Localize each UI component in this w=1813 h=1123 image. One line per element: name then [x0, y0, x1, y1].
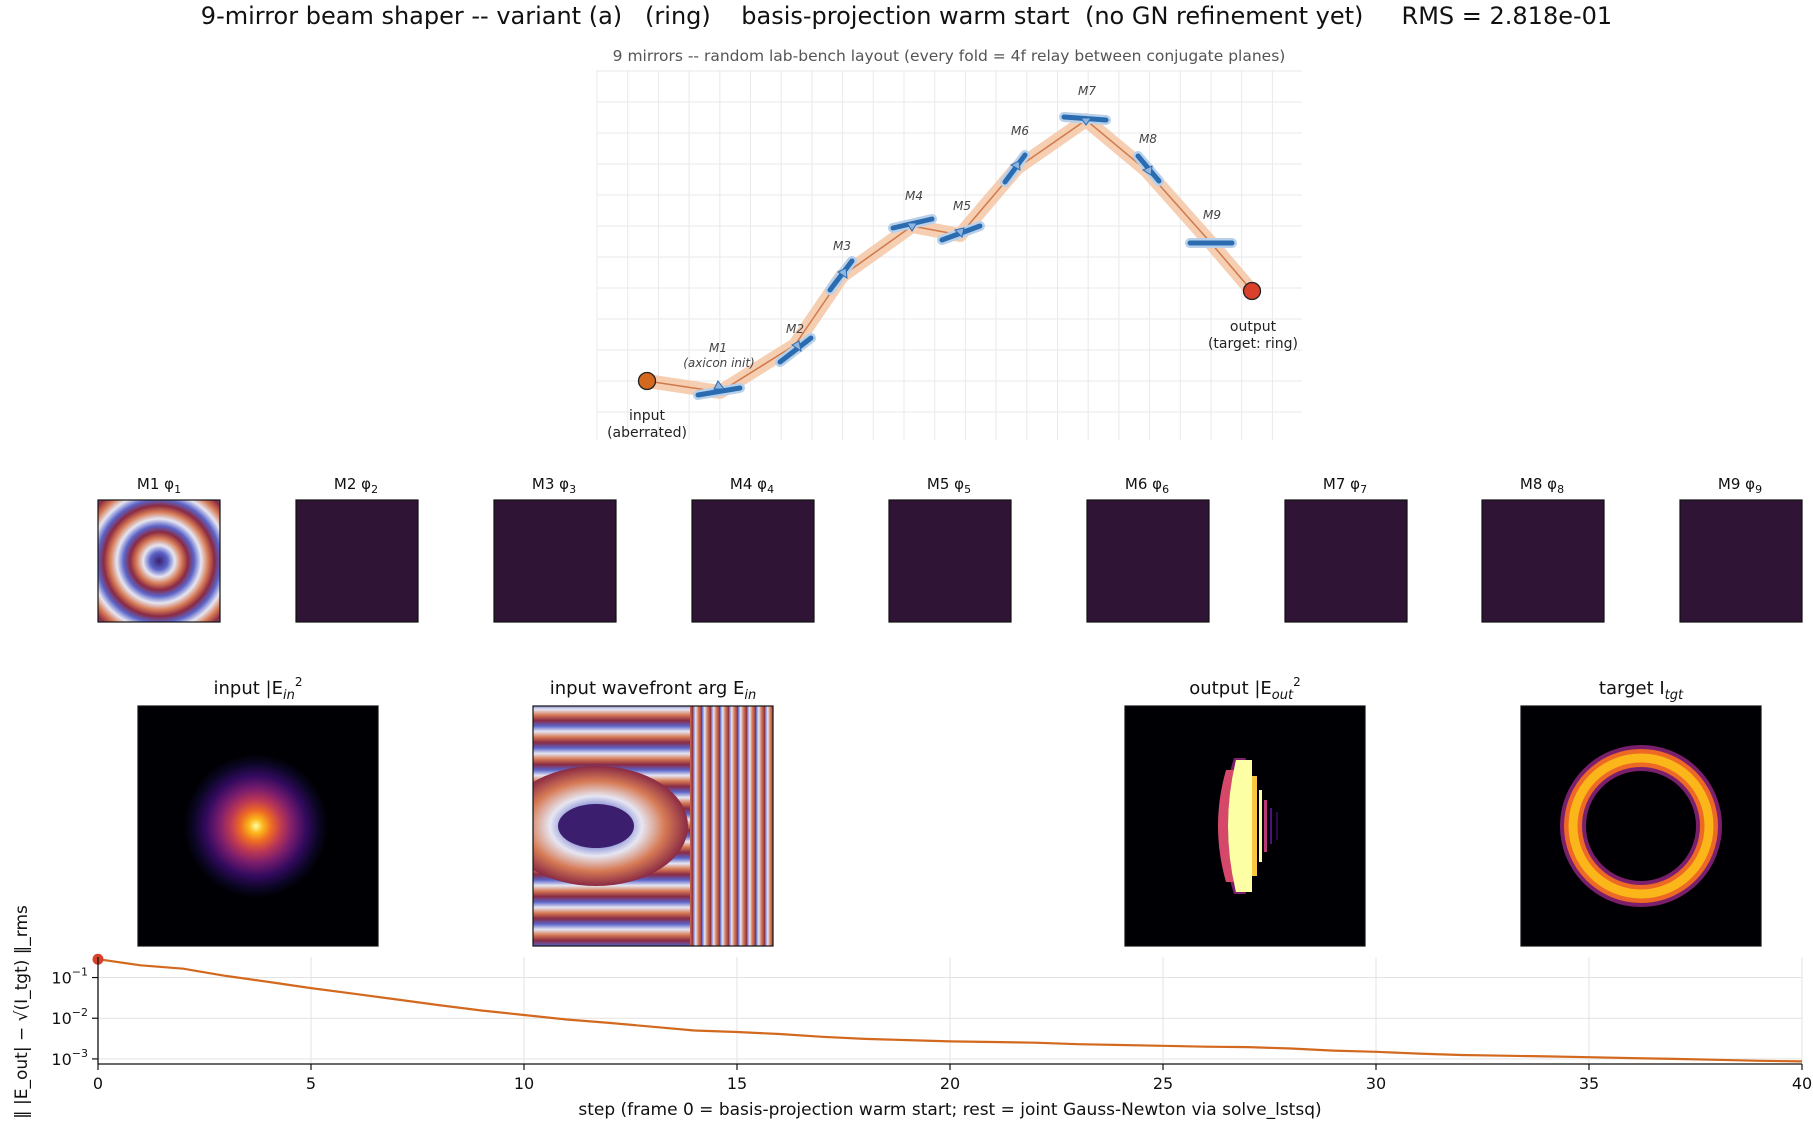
phase-map-m6: [1086, 499, 1210, 623]
mirror-m7: [1059, 112, 1111, 126]
y-ticks: 10−1 10−2 10−3: [51, 966, 98, 1069]
input-intensity-title: input |Ein2: [214, 675, 303, 703]
phase-title-m5: M5 φ5: [927, 475, 971, 496]
phase-title-m2: M2 φ2: [334, 475, 378, 496]
input-intensity-spot: [184, 754, 328, 898]
output-label-note: (target: ring): [1208, 336, 1298, 352]
mirror-label-m8: M8: [1139, 132, 1157, 146]
x-tick-label-20: 20: [940, 1074, 960, 1093]
input-wavefront-title: input wavefront arg Ein: [550, 678, 757, 703]
y-axis-label: ‖ |E_out| − √(I_tgt) ‖_rms: [12, 905, 32, 1119]
phase-title-m1: M1 φ1: [137, 475, 181, 496]
phase-map-m7: [1284, 499, 1408, 623]
input-label-note: (aberrated): [607, 425, 687, 441]
beam-path: [646, 119, 1253, 393]
phase-title-m6: M6 φ6: [1125, 475, 1169, 496]
mirror-phase-row: M1 φ1 M2 φ2 M3 φ3 M4 φ4 M5 φ5 M6 φ6 M7 φ…: [97, 475, 1803, 623]
mirror-m6: [1000, 150, 1030, 187]
phase-title-m8: M8 φ8: [1520, 475, 1564, 496]
x-tick-label-10: 10: [514, 1074, 534, 1093]
output-intensity-title: output |Eout2: [1189, 675, 1300, 703]
mirror-label-m3: M3: [833, 239, 851, 253]
target-ring-core: [1568, 753, 1714, 899]
phase-title-m9: M9 φ9: [1718, 475, 1762, 496]
mirror-label-m2: M2: [786, 322, 804, 336]
phase-map-m5: [888, 499, 1012, 623]
mirror-m5: [937, 221, 985, 245]
phase-map-m4: [691, 499, 815, 623]
mirror-m8: [1133, 151, 1164, 186]
mirror-m2: [775, 333, 816, 367]
mirror-note-m1: (axicon init): [683, 356, 755, 370]
input-wavefront-map: [533, 706, 773, 946]
chart-grid: [97, 957, 1803, 1064]
mirror-label-m7: M7: [1078, 84, 1096, 98]
output-intensity-map: [1125, 706, 1365, 946]
input-source-marker: [637, 371, 657, 391]
target-title: target Itgt: [1599, 678, 1684, 703]
phase-map-m3: [493, 499, 617, 623]
mirror-label-m4: M4: [905, 189, 923, 203]
phase-map-m2: [295, 499, 419, 623]
field-row: input |Ein2 input wavefront arg Ein outp…: [137, 675, 1762, 947]
x-tick-label-25: 25: [1153, 1074, 1173, 1093]
y-tick-label-0: 10−1: [51, 966, 88, 988]
mirror-label-m9: M9: [1203, 208, 1221, 222]
beam-path-halo: [640, 113, 1259, 399]
layout-subtitle: 9 mirrors -- random lab-bench layout (ev…: [612, 47, 1286, 65]
phase-title-m3: M3 φ3: [532, 475, 576, 496]
phase-map-m8: [1481, 499, 1605, 623]
phase-map-m9: [1679, 499, 1803, 623]
x-tick-label-30: 30: [1366, 1074, 1386, 1093]
convergence-chart: 0 5 10 15 20 25 30 35 40 10−1 10−2 10−3 step (fram…: [12, 905, 1812, 1120]
mirror-label-m6: M6: [1011, 124, 1029, 138]
mirror-m4: [888, 214, 937, 233]
rms-curve: [97, 958, 1803, 1063]
x-tick-label-15: 15: [727, 1074, 747, 1093]
mirror-label-m5: M5: [953, 199, 971, 213]
x-tick-label-0: 0: [93, 1074, 103, 1093]
x-tick-label-40: 40: [1792, 1074, 1812, 1093]
rms-points: [97, 959, 1803, 1062]
x-axis-label: step (frame 0 = basis-projection warm st…: [578, 1100, 1321, 1120]
figure-title: 9-mirror beam shaper -- variant (a) (rin…: [200, 2, 1613, 30]
target-map: [1521, 706, 1761, 946]
phase-map-m1: [97, 499, 221, 623]
mirror-m1: [693, 380, 745, 400]
y-tick-label-2: 10−3: [51, 1047, 88, 1069]
phase-title-m4: M4 φ4: [730, 475, 774, 496]
x-tick-label-35: 35: [1579, 1074, 1599, 1093]
mirror-m3: [825, 256, 857, 295]
x-tick-label-5: 5: [306, 1074, 316, 1093]
y-tick-label-1: 10−2: [51, 1006, 88, 1028]
output-target-marker: [1242, 281, 1262, 301]
layout-panel: M1 (axicon init) M2 M3 M4 M5 M6 M7 M8 M9…: [596, 70, 1302, 441]
input-label: input: [629, 408, 666, 424]
output-label: output: [1230, 319, 1277, 335]
mirror-label-m1: M1: [709, 341, 727, 355]
phase-title-m7: M7 φ7: [1323, 475, 1367, 496]
x-ticks: 0 5 10 15 20 25 30 35 40: [93, 1064, 1812, 1093]
